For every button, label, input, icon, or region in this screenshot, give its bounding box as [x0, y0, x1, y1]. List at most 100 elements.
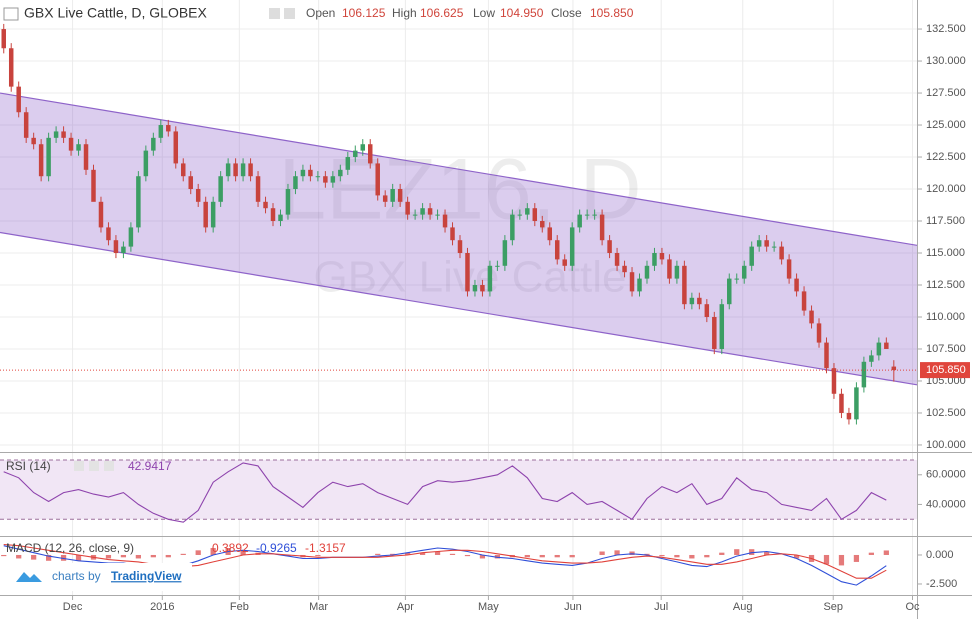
- candle-body: [136, 176, 141, 228]
- candle-body: [532, 208, 538, 222]
- candle-body: [23, 112, 29, 138]
- x-tick-label: Jun: [564, 601, 582, 613]
- candle-body: [824, 342, 829, 369]
- candle-body: [562, 259, 567, 266]
- macd-histogram-bar: [315, 554, 321, 557]
- macd-histogram-bar: [210, 548, 216, 555]
- candle-body: [801, 291, 807, 311]
- macd-title: MACD (12, 26, close, 9): [6, 541, 134, 555]
- candle-body: [151, 137, 156, 151]
- candle-body: [794, 278, 799, 292]
- candle-body: [420, 208, 425, 215]
- macd-histogram-bar: [838, 554, 845, 566]
- candle-body: [569, 227, 575, 266]
- ohlc-label: Open: [306, 6, 335, 20]
- icon[interactable]: [104, 461, 114, 471]
- candle-body: [659, 253, 665, 260]
- branding[interactable]: charts by TradingView: [12, 563, 192, 591]
- candle-body: [876, 342, 882, 356]
- settings-icon[interactable]: [269, 8, 280, 19]
- candle-body: [405, 201, 410, 215]
- branding-link[interactable]: TradingView: [111, 569, 182, 583]
- macd-histogram-bar: [868, 552, 874, 555]
- x-tick-label: Sep: [823, 601, 843, 613]
- macd-histogram-bar: [764, 551, 770, 555]
- y-tick-label: 130.000: [926, 55, 966, 67]
- candle-body: [592, 214, 597, 216]
- ohlc-label: High: [392, 6, 417, 20]
- chart-title: GBX Live Cattle, D, GLOBEX: [24, 5, 208, 21]
- candle-body: [741, 265, 747, 279]
- y-tick-label: 100.000: [926, 439, 966, 451]
- candle-body: [480, 284, 485, 292]
- candle-body: [764, 240, 769, 247]
- candle-body: [652, 253, 657, 266]
- candle-body: [46, 137, 51, 177]
- y-tick-label: 0.000: [926, 549, 954, 561]
- macd-signal-value: -1.3157: [305, 541, 346, 555]
- candle-body: [450, 227, 455, 241]
- candle-body: [225, 163, 231, 177]
- candle-body: [270, 208, 276, 222]
- candle-body: [884, 342, 889, 349]
- collapse-icon[interactable]: [3, 7, 19, 21]
- icon[interactable]: [89, 461, 99, 471]
- hide-icon[interactable]: [284, 8, 295, 19]
- macd-histogram-bar: [120, 554, 127, 558]
- candle-body: [166, 125, 171, 132]
- x-tick-label: Jul: [654, 601, 668, 613]
- candle-body: [644, 265, 650, 279]
- macd-histogram-bar: [689, 554, 695, 559]
- candle-body: [323, 176, 328, 183]
- macd-hist-value: 0.3892: [212, 541, 249, 555]
- ohlc-value: 106.125: [342, 6, 386, 20]
- macd-histogram-bar: [674, 554, 680, 558]
- candle-body: [577, 214, 582, 228]
- candle-body: [53, 131, 59, 138]
- x-tick-label: Mar: [309, 601, 328, 613]
- candle-body: [203, 201, 208, 228]
- candle-body: [16, 86, 21, 113]
- last-price-box: [920, 362, 970, 379]
- macd-histogram-bar: [165, 554, 171, 558]
- candle-body: [1, 29, 6, 49]
- candle-body: [771, 246, 777, 248]
- candle-body: [487, 265, 493, 292]
- candle-body: [293, 176, 298, 190]
- channel-upper: [0, 92, 917, 246]
- macd-histogram-bar: [419, 552, 426, 555]
- macd-histogram-bar: [45, 554, 52, 561]
- macd-histogram-bar: [793, 554, 800, 559]
- macd-histogram-bar: [16, 554, 22, 559]
- ohlc-value: 105.850: [590, 6, 634, 20]
- candle-body: [353, 150, 358, 158]
- candle-body: [113, 240, 119, 254]
- macd-histogram-bar: [823, 554, 830, 565]
- y-tick-label: 107.500: [926, 343, 966, 355]
- y-tick-label: 132.500: [926, 23, 966, 35]
- candle-body: [554, 240, 560, 260]
- icon[interactable]: [74, 461, 84, 471]
- rsi-pane: [0, 459, 917, 523]
- candle-body: [31, 137, 36, 145]
- candle-body: [786, 259, 792, 279]
- macd-histogram-bar: [375, 553, 381, 555]
- macd-histogram-bar: [569, 554, 575, 558]
- macd-histogram-bar: [719, 552, 725, 555]
- candle-body: [727, 278, 732, 305]
- macd-histogram-bar: [150, 554, 156, 558]
- macd-histogram-bar: [405, 552, 411, 555]
- macd-histogram-bar: [31, 554, 37, 560]
- candle-body: [285, 189, 291, 215]
- candle-body: [390, 189, 395, 202]
- candle-body: [38, 144, 44, 177]
- candle-body: [831, 368, 837, 394]
- candle-body: [263, 201, 268, 209]
- candle-body: [442, 214, 448, 228]
- candle-body: [712, 316, 717, 349]
- candle-body: [345, 157, 351, 170]
- candle-body: [816, 323, 822, 343]
- rsi-value: 42.9417: [128, 459, 172, 473]
- macd-histogram-bar: [704, 554, 710, 558]
